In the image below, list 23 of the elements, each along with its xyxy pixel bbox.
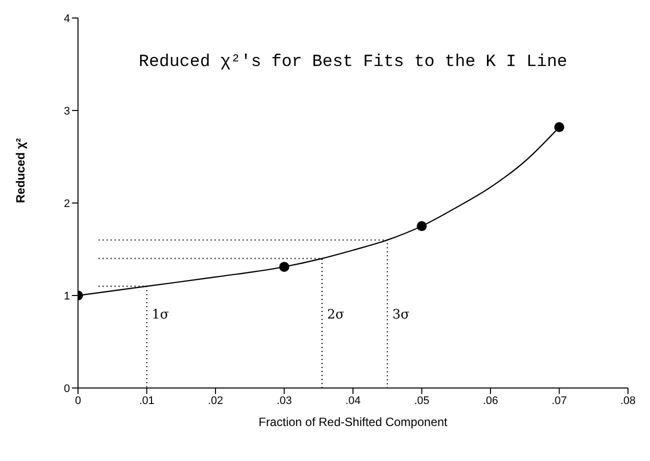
annotation: 1σ [152,308,170,323]
point [554,122,564,132]
y-tick-label: 2 [64,198,70,210]
x-tick-label: .06 [482,394,498,407]
x-tick-label: .01 [139,394,154,407]
point [279,262,290,272]
annotation: 3σ [392,308,410,323]
x-tick-label: .08 [620,394,636,407]
x-tick-label: 0 [74,394,82,407]
x-tick-label: .07 [552,394,567,407]
x-axis-title: Fraction of Red-Shifted Component [258,415,448,429]
y-tick-label: 1 [64,290,70,302]
text: Reduced χ²'s for Best Fits to the K I Line [138,53,568,72]
y-tick-label: 3 [64,105,70,118]
x-tick-label: .02 [208,394,224,407]
y-tick-label: 0 [64,382,70,395]
point [416,221,427,232]
y-tick-label: 4 [64,12,70,25]
y-axis-title: Reduced χ² [13,138,28,203]
x-tick-label: .04 [345,394,361,407]
x-tick-label: .03 [276,394,292,407]
annotation: 2σ [327,308,344,323]
x-tick-label: .05 [414,394,430,407]
